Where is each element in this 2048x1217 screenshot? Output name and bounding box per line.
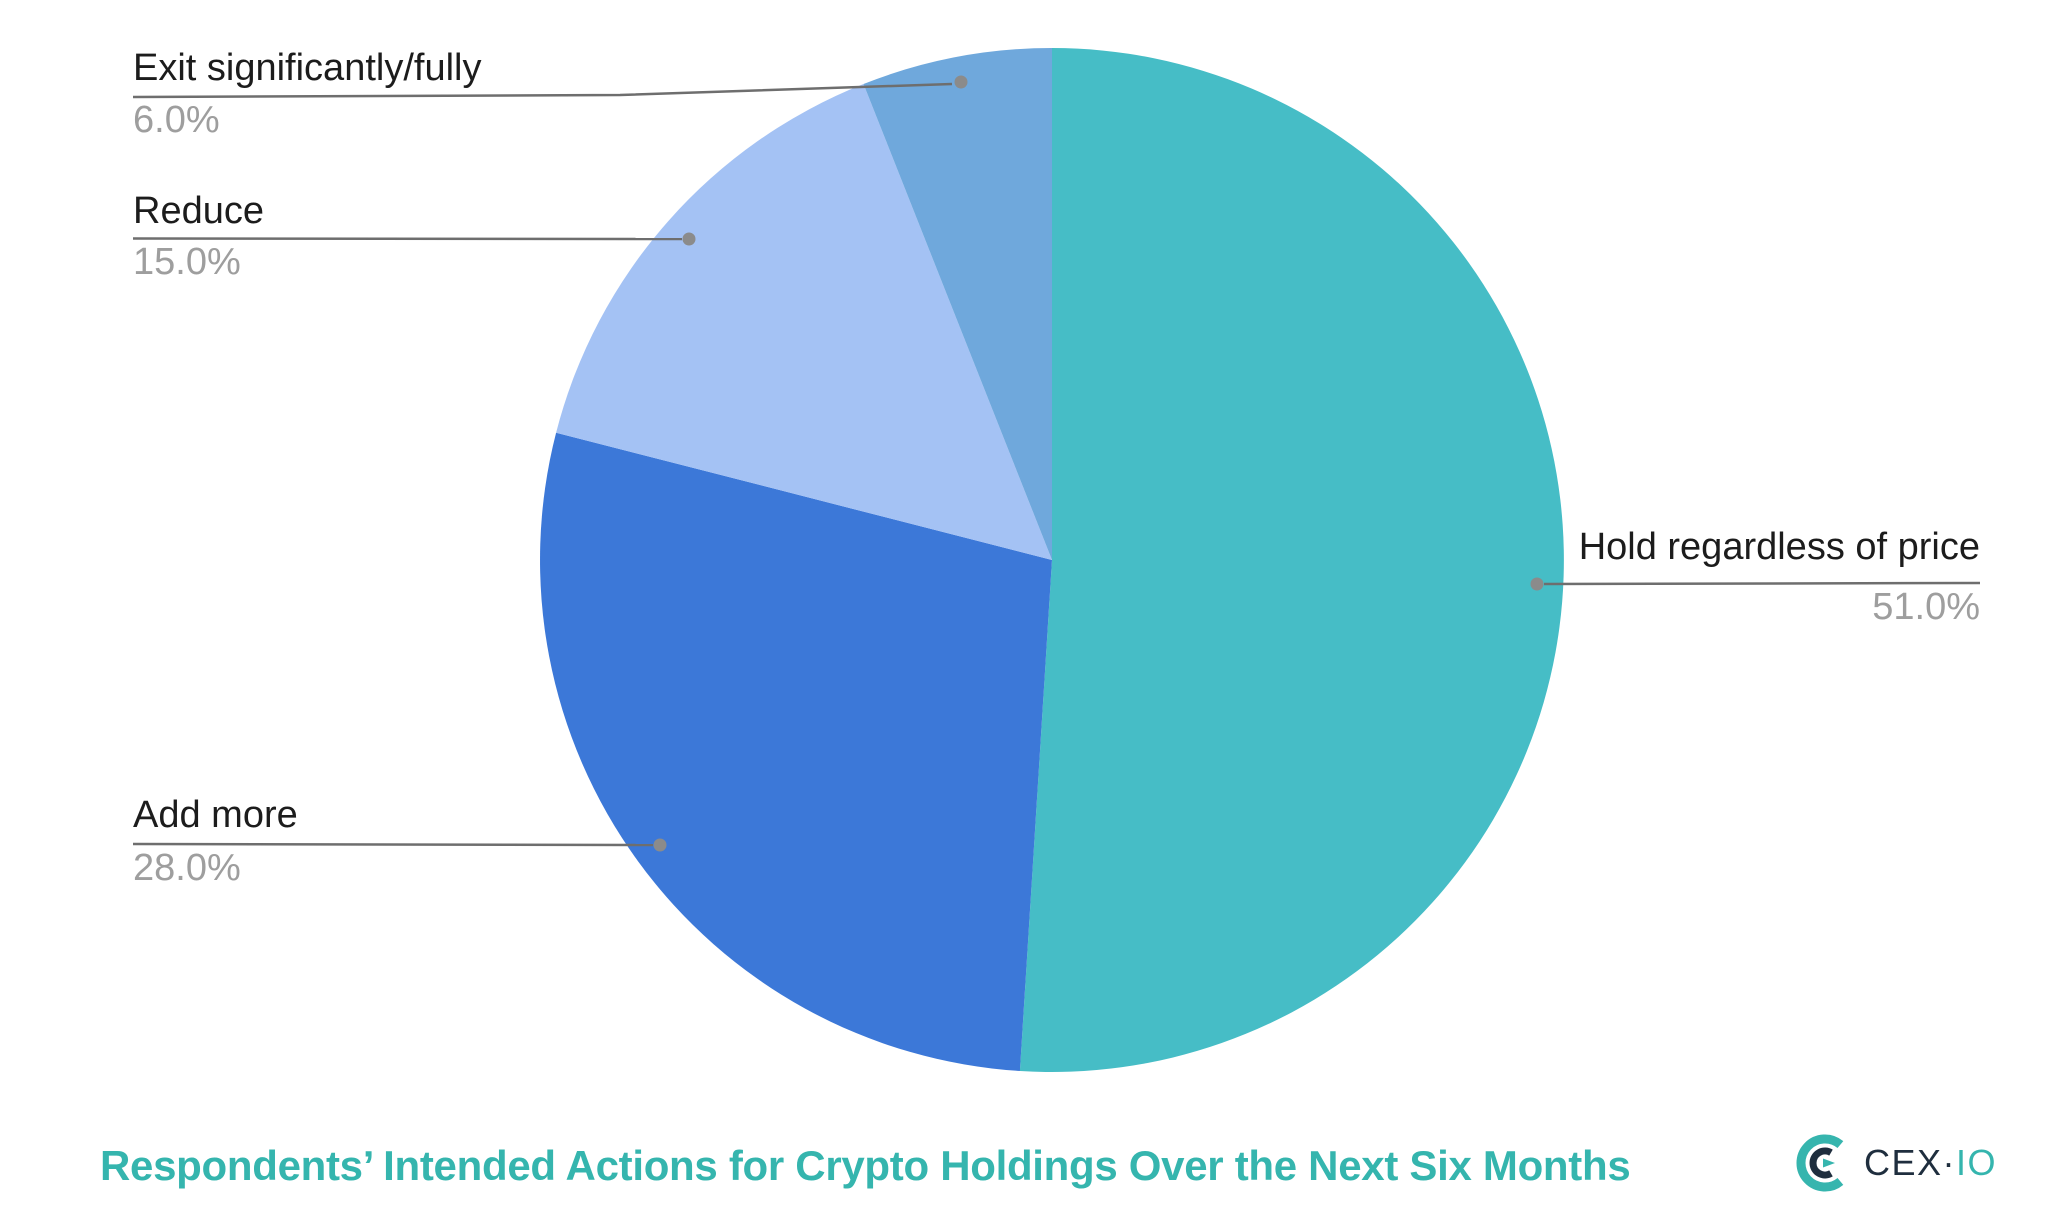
leader-line-hold bbox=[1543, 581, 1981, 586]
pie-slice-2[interactable] bbox=[556, 84, 1052, 560]
slice-label-add: Add more bbox=[133, 794, 298, 836]
chart-title: Respondents’ Intended Actions for Crypto… bbox=[100, 1142, 1631, 1189]
logo-io: IO bbox=[1956, 1142, 1998, 1183]
cexio-logo-mark-icon bbox=[1796, 1134, 1844, 1192]
logo-cex: CEX bbox=[1864, 1142, 1943, 1183]
logo-separator: · bbox=[1942, 1142, 1957, 1183]
pie-slice-3[interactable] bbox=[863, 48, 1053, 560]
slice-value-exit: 6.0% bbox=[133, 99, 220, 141]
leader-dot-exit bbox=[954, 75, 968, 89]
leader-dot-reduce bbox=[682, 232, 696, 246]
slice-label-reduce: Reduce bbox=[133, 190, 264, 232]
slice-label-exit: Exit significantly/fully bbox=[133, 47, 482, 89]
pie-slice-0[interactable] bbox=[1019, 48, 1564, 1072]
slice-label-hold: Hold regardless of price bbox=[1578, 526, 1980, 568]
pie-slice-1[interactable] bbox=[540, 432, 1052, 1071]
leader-line-exit bbox=[132, 82, 953, 99]
brand-logo: CEX·IO bbox=[1796, 1132, 1997, 1194]
slice-value-hold: 51.0% bbox=[1872, 586, 1980, 628]
slice-value-reduce: 15.0% bbox=[133, 241, 241, 283]
slice-value-add: 28.0% bbox=[133, 847, 241, 889]
leader-line-add bbox=[132, 842, 654, 847]
leader-dot-hold bbox=[1530, 577, 1544, 591]
leader-line-reduce bbox=[132, 237, 683, 241]
logo-text: CEX·IO bbox=[1864, 1142, 1997, 1184]
leader-dot-add bbox=[653, 838, 667, 852]
